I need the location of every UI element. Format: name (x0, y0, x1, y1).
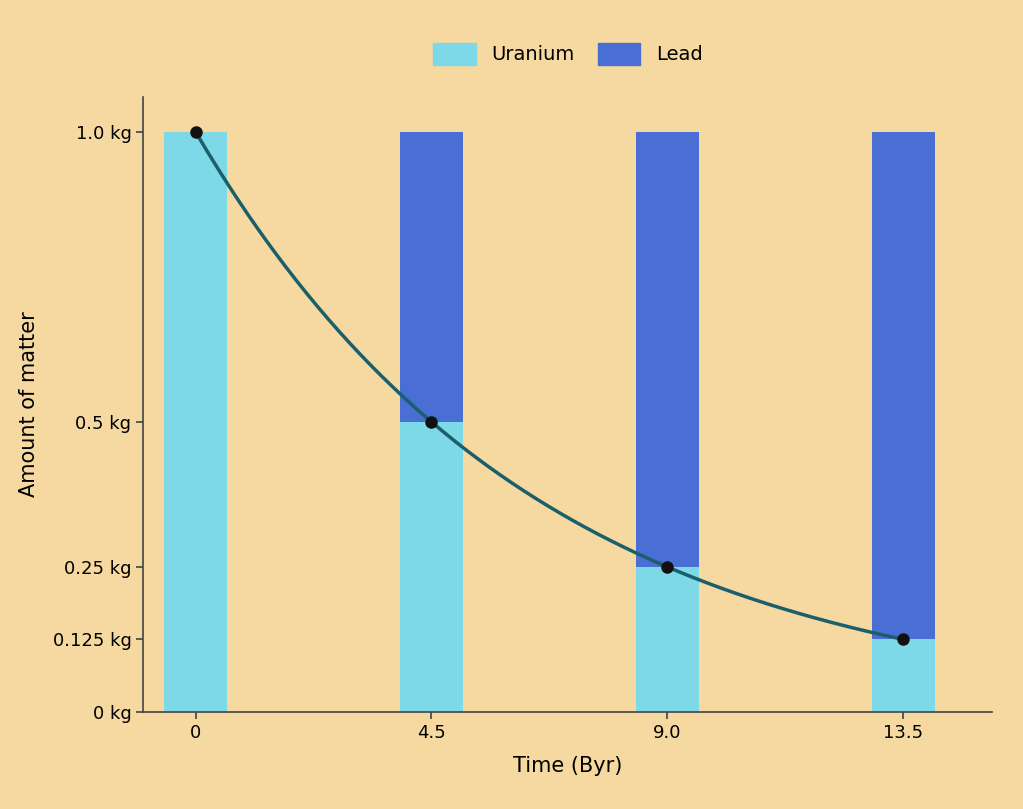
Point (659, 561, 675, 574)
Bar (636, 567, 699, 712)
Bar (164, 132, 227, 712)
Bar (872, 639, 935, 712)
X-axis label: Time (Byr): Time (Byr) (514, 756, 622, 776)
Point (424, 416, 440, 429)
Bar (400, 132, 463, 422)
Legend: Uranium, Lead: Uranium, Lead (424, 33, 712, 75)
Point (895, 633, 911, 646)
Bar (872, 132, 935, 639)
Bar (636, 132, 699, 567)
Y-axis label: Amount of matter: Amount of matter (18, 311, 39, 498)
Bar (400, 422, 463, 712)
Point (187, 125, 204, 138)
